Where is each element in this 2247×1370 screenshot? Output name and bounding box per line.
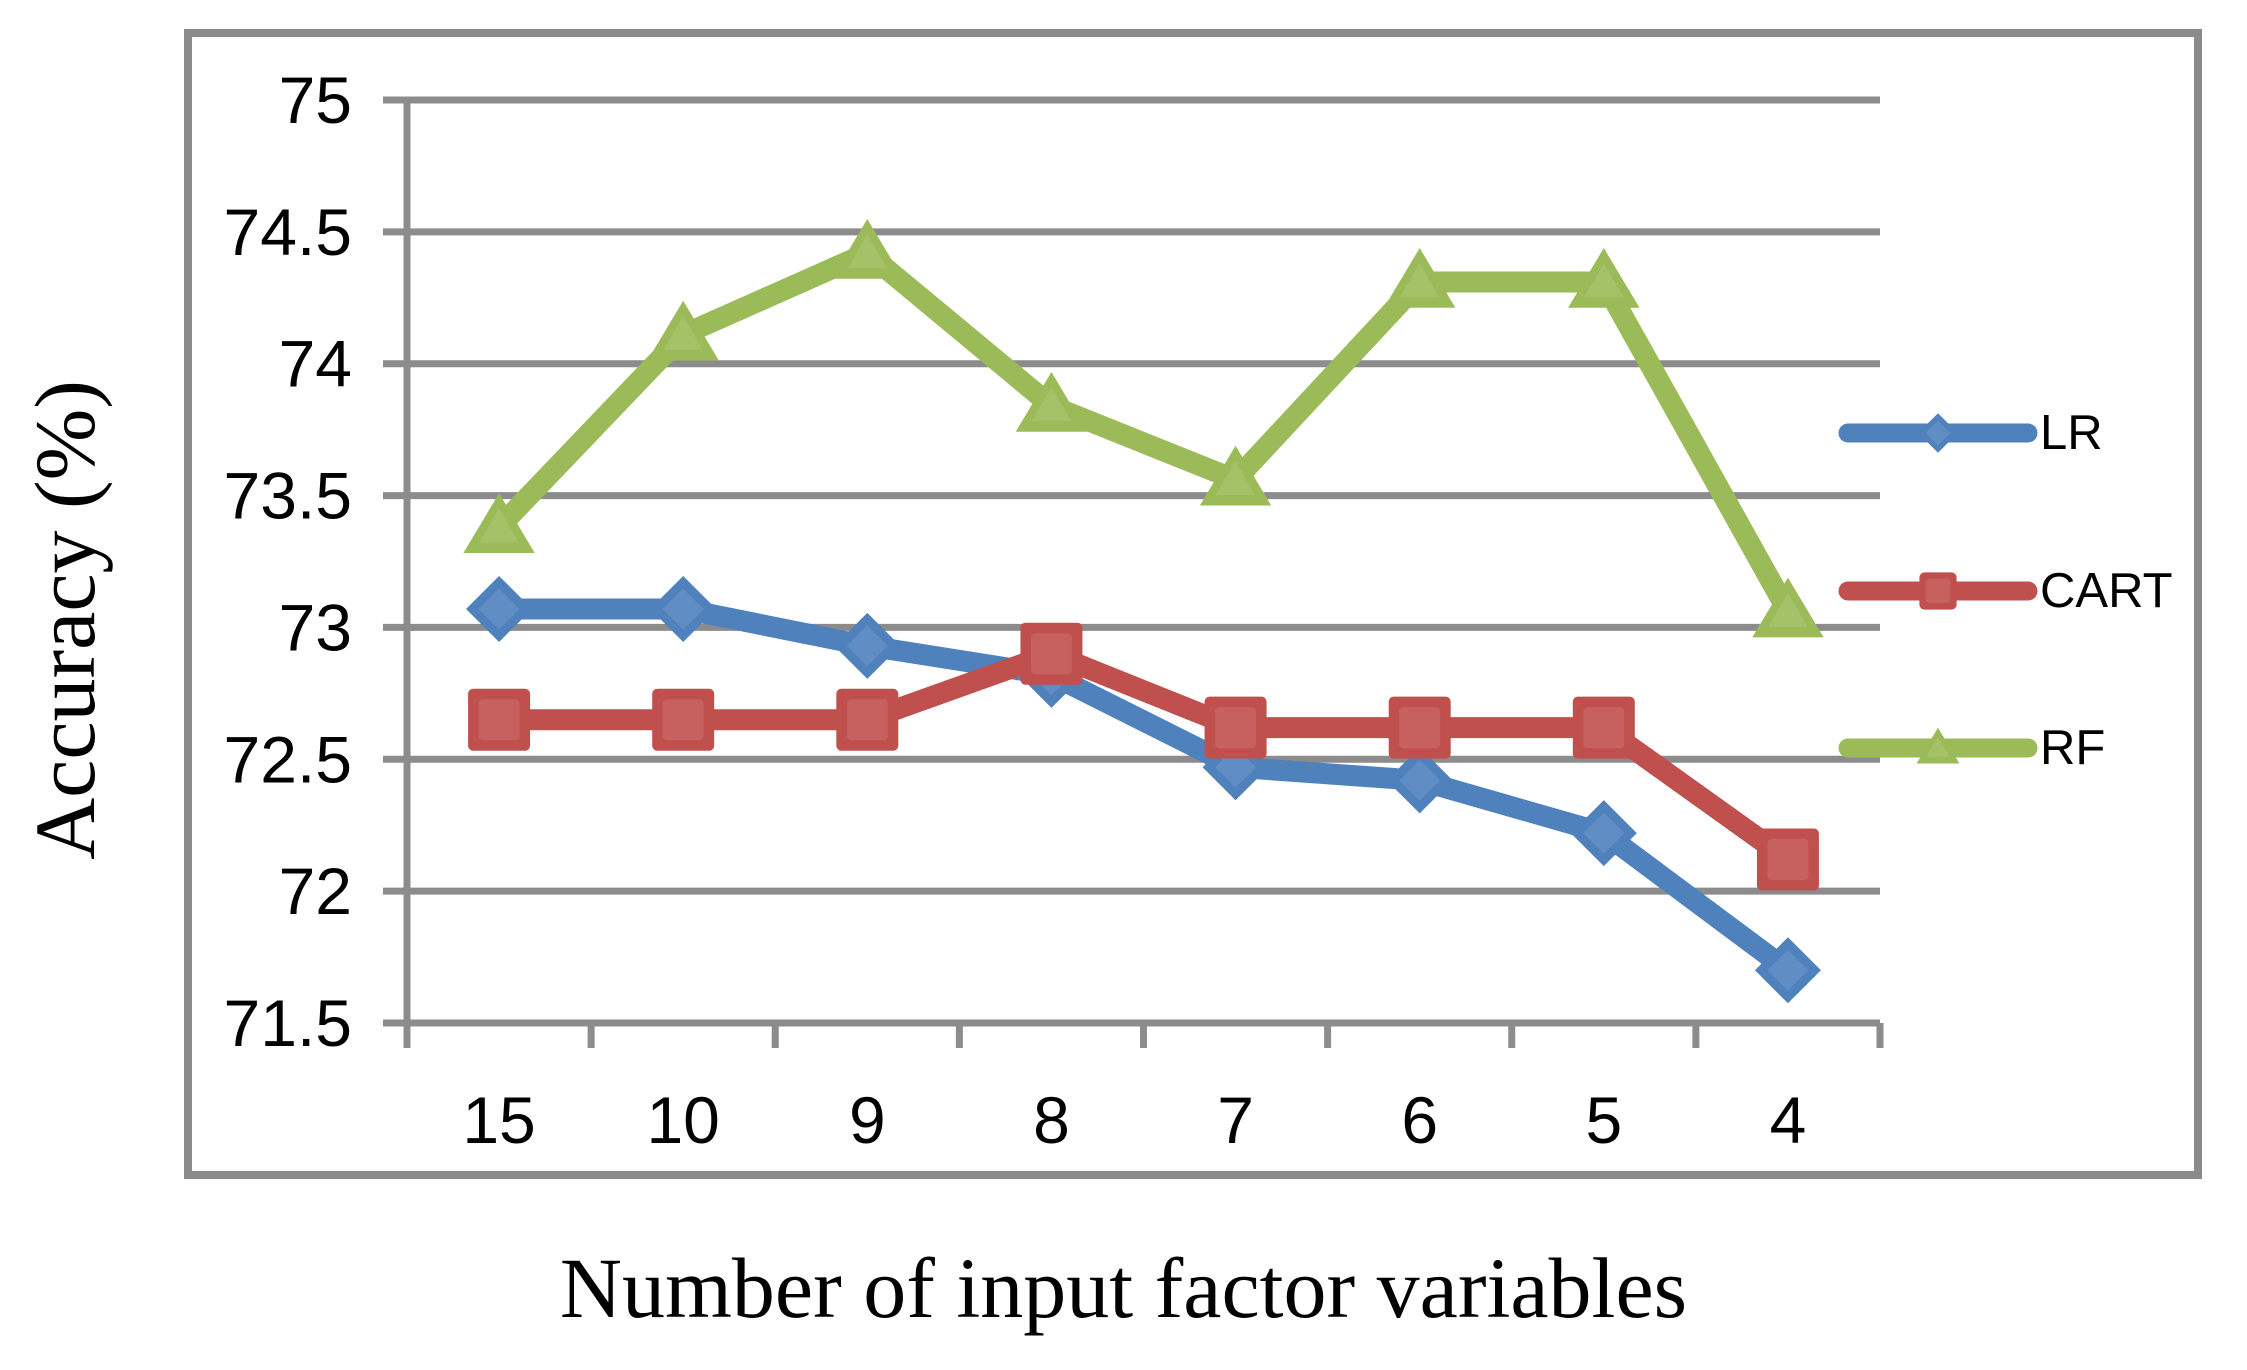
- series-line-rf: [488, 242, 1799, 623]
- y-tick-label: 73: [279, 590, 352, 664]
- legend-marker-diamond-icon: [1918, 413, 1958, 453]
- data-point-rf: [1199, 445, 1272, 506]
- legend-marker-triangle-icon: [1916, 727, 1960, 764]
- y-axis-title: Accuracy (%): [17, 380, 113, 860]
- legend-label-rf: RF: [2040, 721, 2106, 775]
- data-point-cart: [1020, 622, 1083, 685]
- data-point-lr: [834, 612, 901, 679]
- data-point-rf: [1383, 248, 1456, 308]
- y-tick-label: 72: [279, 854, 352, 928]
- data-point-lr: [650, 575, 717, 642]
- data-point-rf: [1568, 248, 1640, 308]
- data-point-rf: [463, 493, 535, 554]
- data-point-rf: [1015, 371, 1088, 432]
- data-point-cart: [652, 688, 715, 751]
- legend-label-lr: LR: [2040, 406, 2103, 460]
- y-tick-label: 75: [279, 63, 352, 137]
- legend-label-cart: CART: [2040, 564, 2173, 618]
- y-tick-label: 73.5: [224, 459, 352, 533]
- data-point-cart: [836, 688, 899, 751]
- data-point-lr: [1754, 937, 1821, 1004]
- x-tick-label: 10: [646, 1083, 719, 1157]
- x-tick-label: 15: [462, 1083, 535, 1157]
- y-tick-label: 74.5: [224, 195, 352, 269]
- x-tick-label: 4: [1770, 1083, 1807, 1157]
- data-point-rf: [1752, 577, 1824, 638]
- x-axis-title: Number of input factor variables: [559, 1240, 1688, 1336]
- data-point-cart: [1204, 696, 1267, 759]
- data-point-cart: [1572, 696, 1635, 759]
- x-tick-label: 9: [849, 1083, 886, 1157]
- x-tick-label: 7: [1217, 1083, 1254, 1157]
- y-tick-label: 71.5: [224, 986, 352, 1060]
- series-line-lr: [488, 598, 1799, 981]
- data-point-lr: [1570, 800, 1637, 867]
- data-point-lr: [1386, 747, 1453, 814]
- data-point-rf: [831, 219, 904, 279]
- x-tick-label: 6: [1401, 1083, 1438, 1157]
- data-point-lr: [466, 575, 533, 642]
- data-point-rf: [647, 300, 719, 361]
- y-tick-label: 74: [279, 327, 352, 401]
- y-tick-label: 72.5: [224, 722, 352, 796]
- data-point-cart: [468, 688, 531, 751]
- x-tick-label: 8: [1033, 1083, 1070, 1157]
- legend-marker-square-icon: [1919, 572, 1957, 610]
- data-point-cart: [1388, 696, 1451, 759]
- data-point-cart: [1756, 828, 1819, 891]
- x-tick-label: 5: [1585, 1083, 1622, 1157]
